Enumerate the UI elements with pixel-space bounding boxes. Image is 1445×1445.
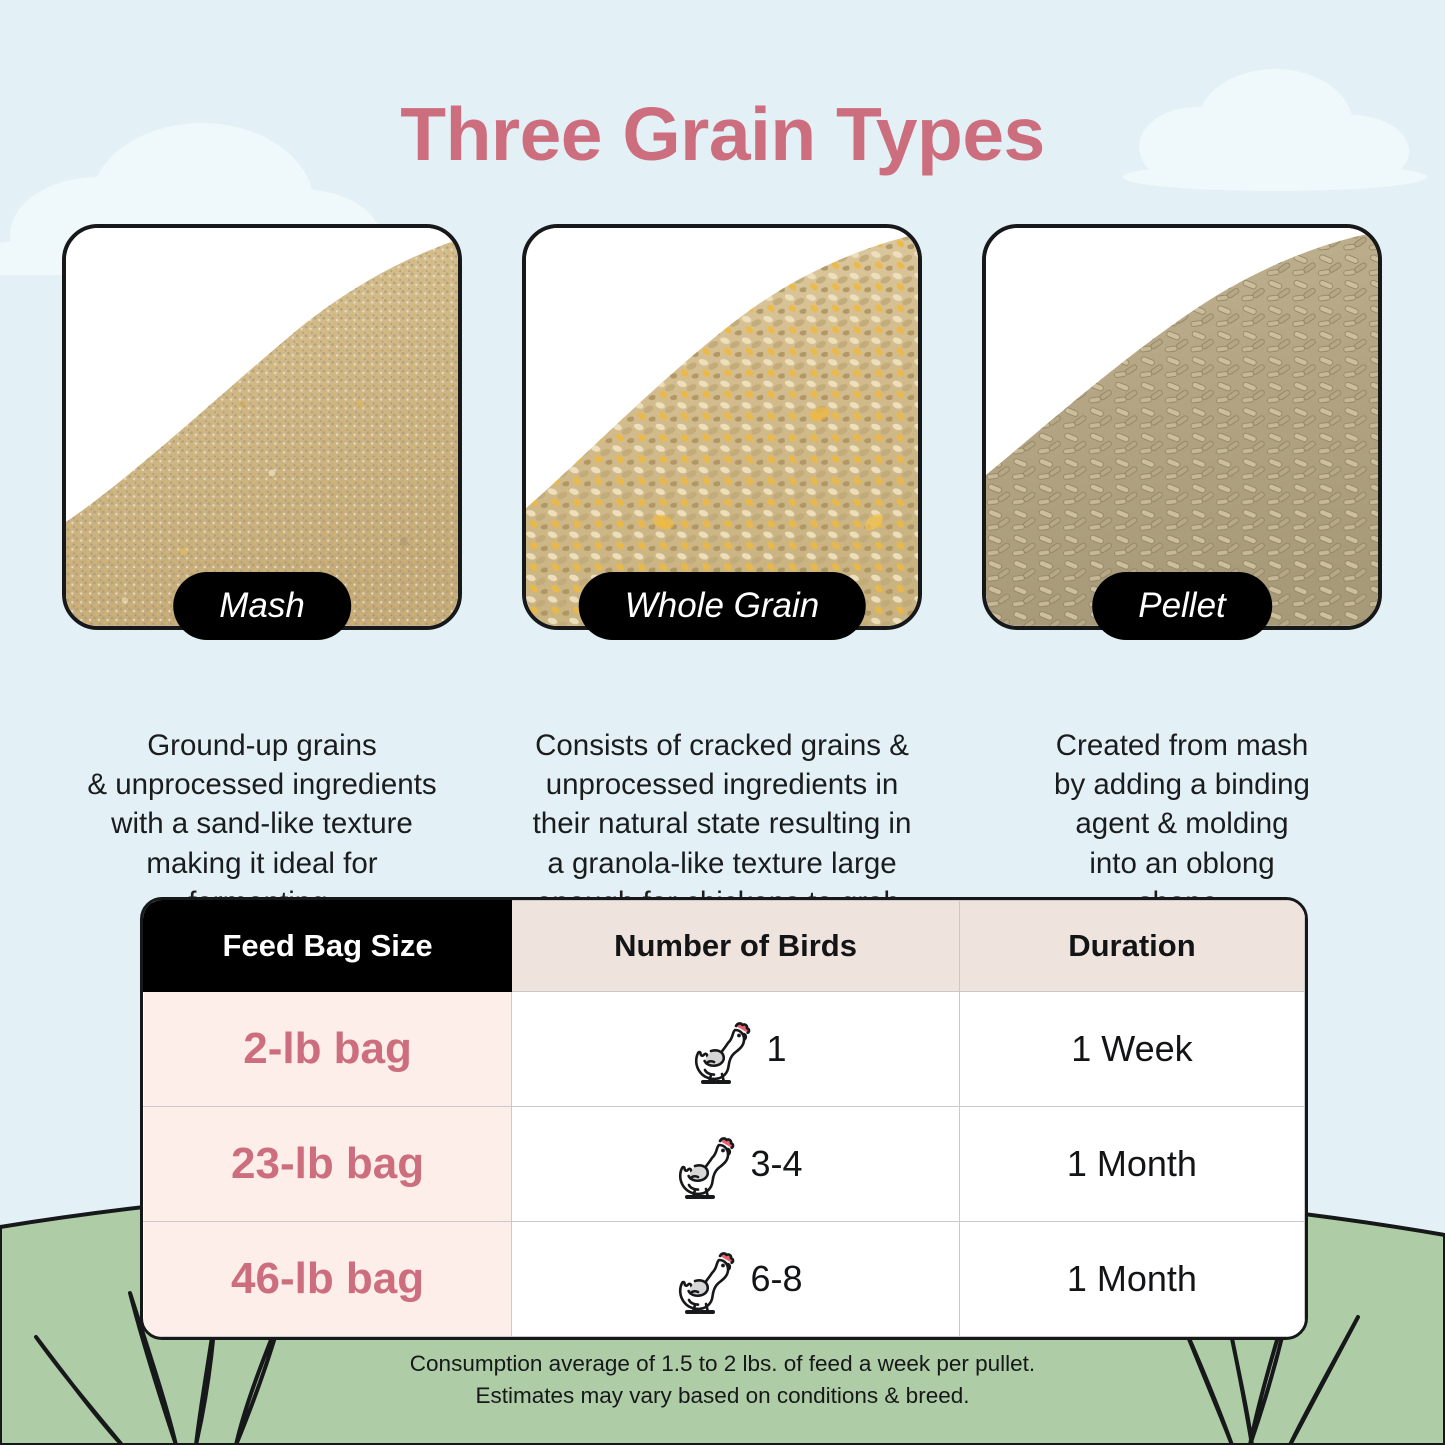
cell-duration: 1 Month [958,1221,1305,1337]
mash-grain-illustration [66,228,458,626]
column-header-feed-bag-size: Feed Bag Size [143,900,513,992]
cell-number-of-birds: 3-4 [511,1106,960,1222]
mash-grain-photo [62,224,462,630]
birds-count: 1 [766,1028,787,1069]
whole-grain-photo [522,224,922,630]
table-header-row: Feed Bag Size Number of Birds Duration [143,900,1305,992]
grain-cards-row: Mash Ground-up grains & unprocessed ingr… [62,224,1382,922]
chicken-icon [695,1022,751,1084]
pellet-illustration [986,228,1378,626]
cell-duration: 1 Week [958,991,1305,1107]
cell-bag-size: 23-lb bag [143,1106,513,1222]
grain-caption: Ground-up grains & unprocessed ingredien… [87,729,437,919]
column-header-duration: Duration [958,900,1305,992]
page-title: Three Grain Types [400,92,1045,176]
chicken-icon [679,1137,735,1199]
chicken-icon [679,1252,735,1314]
table-row: 23-lb bag [143,1106,1305,1222]
grain-caption: Created from mash by adding a binding ag… [1054,729,1310,919]
cell-bag-size: 46-lb bag [143,1221,513,1337]
card-label-pill: Mash [173,572,351,641]
grain-card-pellet: Pellet Created from mash by adding a bin… [982,224,1382,922]
whole-grain-illustration [526,228,918,626]
feed-bag-table: Feed Bag Size Number of Birds Duration 2… [140,897,1308,1340]
cloud-right-icon [1123,69,1427,191]
card-label-pill: Pellet [1092,572,1272,641]
cell-number-of-birds: 1 [511,991,960,1107]
cell-duration: 1 Month [958,1106,1305,1222]
cell-number-of-birds: 6-8 [511,1221,960,1337]
grain-caption: Consists of cracked grains & unprocessed… [532,729,912,919]
grain-card-whole-grain: Whole Grain Consists of cracked grains &… [522,224,922,922]
table-row: 2-lb bag [143,991,1305,1107]
column-header-number-of-birds: Number of Birds [511,900,960,992]
table-row: 46-lb bag [143,1221,1305,1337]
cell-bag-size: 2-lb bag [143,991,513,1107]
footnote-text: Consumption average of 1.5 to 2 lbs. of … [409,1351,1036,1408]
birds-count: 6-8 [750,1258,803,1299]
birds-count: 3-4 [750,1143,803,1184]
grain-card-mash: Mash Ground-up grains & unprocessed ingr… [62,224,462,922]
pellet-photo [982,224,1382,630]
card-label-pill: Whole Grain [578,572,866,641]
